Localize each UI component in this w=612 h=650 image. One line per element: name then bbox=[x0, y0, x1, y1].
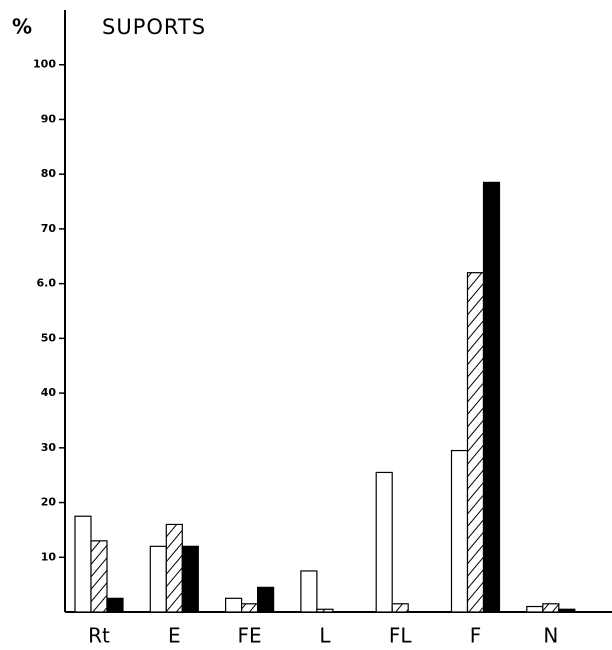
y-axis-label: % bbox=[12, 15, 32, 39]
y-tick-label: 40 bbox=[41, 386, 57, 399]
bar bbox=[450, 449, 469, 613]
bar bbox=[558, 608, 576, 613]
bar bbox=[542, 603, 560, 613]
bar bbox=[225, 597, 243, 613]
x-tick-label: FL bbox=[389, 624, 413, 648]
bar bbox=[316, 608, 334, 613]
y-tick-label: 90 bbox=[41, 112, 57, 125]
y-tick-label: 80 bbox=[41, 167, 57, 180]
bar bbox=[241, 603, 259, 613]
bar bbox=[526, 605, 544, 613]
bar bbox=[391, 603, 409, 613]
x-tick-label: Rt bbox=[88, 624, 110, 648]
bar bbox=[181, 545, 199, 613]
bar bbox=[300, 570, 318, 613]
bar bbox=[165, 523, 183, 613]
y-tick-label: 50 bbox=[41, 331, 57, 344]
bar bbox=[74, 515, 92, 613]
bar bbox=[466, 272, 485, 613]
y-tick-label: 30 bbox=[41, 441, 57, 454]
y-tick-label: 6.0 bbox=[37, 277, 57, 290]
bar bbox=[257, 586, 275, 613]
bar bbox=[90, 540, 108, 613]
y-tick-label: 20 bbox=[41, 496, 57, 509]
y-tick-label: 100 bbox=[33, 58, 56, 71]
bar bbox=[106, 597, 124, 613]
y-tick-label: 10 bbox=[41, 550, 57, 563]
x-tick-label: N bbox=[543, 624, 558, 648]
x-tick-label: L bbox=[319, 624, 331, 648]
x-tick-label: FE bbox=[238, 624, 262, 648]
bar bbox=[482, 181, 501, 613]
y-tick-label: 70 bbox=[41, 222, 57, 235]
chart-title: SUPORTS bbox=[102, 15, 206, 39]
bar bbox=[149, 545, 167, 613]
x-tick-label: E bbox=[168, 624, 181, 648]
bar bbox=[375, 471, 393, 613]
x-tick-label: F bbox=[470, 624, 482, 648]
